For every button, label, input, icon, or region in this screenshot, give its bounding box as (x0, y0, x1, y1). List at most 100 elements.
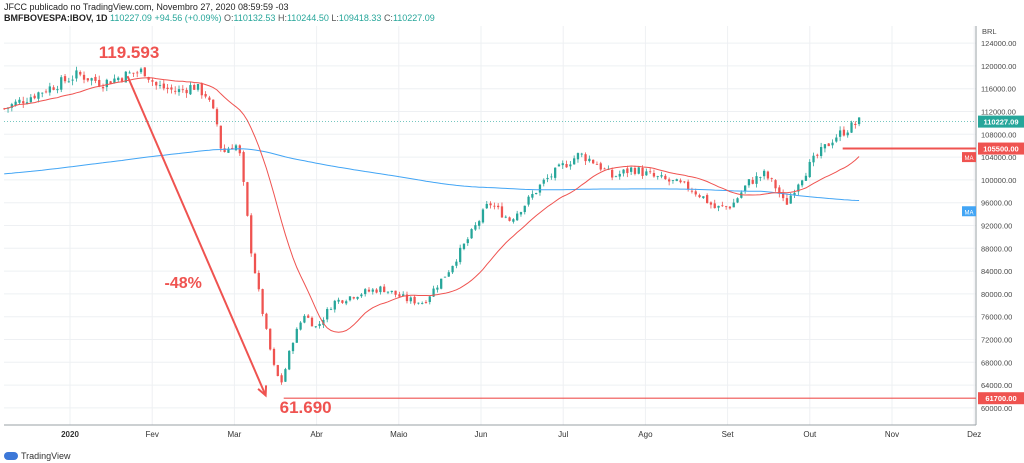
annotation-drop: -48% (165, 275, 202, 292)
candle-body (512, 219, 515, 222)
candle-body (196, 84, 200, 90)
candle-body (838, 130, 842, 137)
candle-body (736, 198, 739, 203)
candle-body (614, 176, 618, 178)
candle-body (493, 205, 496, 207)
candle-body (516, 213, 519, 221)
candle-body (690, 190, 694, 192)
candle-body (781, 192, 785, 199)
candle-body (573, 158, 576, 165)
candle-body (569, 164, 572, 167)
annotation-high: 119.593 (99, 43, 160, 62)
candle-body (485, 203, 488, 209)
x-tick-label: Fev (146, 430, 159, 439)
candle-body (702, 196, 705, 199)
candle-body (626, 168, 629, 174)
candle-body (793, 192, 796, 196)
level-badge-support (978, 392, 1024, 405)
level-badge-resistance (978, 142, 1024, 155)
ma-fast-label: MA (965, 156, 974, 162)
candle-body (208, 97, 211, 100)
candle-body (835, 137, 838, 142)
candle-body (455, 261, 458, 266)
level-label-support: 61700.00 (985, 394, 1016, 403)
candle-body (113, 78, 116, 83)
candle-body (470, 229, 473, 239)
candle-body (531, 193, 534, 198)
candle-body (246, 182, 249, 216)
candle-body (386, 291, 390, 293)
tradingview-logo-icon (4, 452, 18, 460)
y-tick-label: 72000.00 (981, 336, 1012, 345)
candle-body (500, 206, 504, 218)
candle-body (193, 84, 196, 90)
candle-body (200, 83, 203, 96)
y-tick-label: 116000.00 (981, 85, 1016, 94)
candle-body (101, 87, 105, 89)
y-tick-label: 80000.00 (981, 290, 1012, 299)
candle-body (766, 171, 770, 179)
candle-body (462, 243, 466, 250)
candle-body (857, 117, 861, 125)
x-tick-label: Dez (967, 430, 981, 439)
y-tick-label: 84000.00 (981, 267, 1012, 276)
candle-body (728, 206, 732, 209)
candle-body (360, 294, 363, 297)
candle-body (185, 89, 188, 94)
candle-body (474, 225, 477, 230)
x-tick-label: Abr (310, 430, 323, 439)
candle-body (819, 147, 823, 157)
candle-body (394, 290, 397, 295)
footer-brand: TradingView (21, 451, 71, 461)
candle-body (261, 289, 264, 314)
y-tick-label: 100000.00 (981, 176, 1016, 185)
symbol-info: BMFBOVESPA:IBOV, 1D 110227.09 +94.56 (+0… (4, 13, 435, 23)
candle-body (641, 167, 644, 176)
candle-body (675, 179, 678, 182)
candle-body (390, 290, 393, 292)
candle-body (804, 175, 808, 181)
candle-body (204, 93, 207, 97)
candle-body (14, 101, 17, 106)
candle-body (303, 315, 306, 323)
candle-body (611, 169, 614, 178)
candle-body (489, 203, 492, 206)
candle-body (276, 365, 279, 377)
candle-body (694, 191, 697, 195)
candle-body (314, 326, 317, 328)
candle-body (424, 302, 428, 304)
candle-body (584, 154, 587, 162)
candle-body (759, 177, 762, 178)
candle-body (86, 78, 89, 81)
candle-body (743, 185, 747, 192)
candle-body (41, 92, 44, 94)
candle-body (371, 289, 374, 292)
candle-body (10, 104, 13, 108)
candle-body (367, 289, 371, 292)
x-tick-label: Maio (390, 430, 408, 439)
y-tick-label: 88000.00 (981, 244, 1012, 253)
candle-body (257, 272, 260, 290)
candle-body (557, 164, 561, 167)
candle-body (649, 171, 652, 173)
candle-body (71, 79, 74, 81)
candle-body (755, 176, 758, 184)
currency-label: BRL (982, 27, 997, 36)
y-tick-label: 76000.00 (981, 313, 1012, 322)
candle-body (656, 176, 659, 178)
candle-body (850, 122, 853, 133)
candle-body (630, 167, 633, 172)
annotation-low: 61.690 (280, 398, 332, 417)
candle-body (265, 313, 268, 329)
candle-body (234, 145, 238, 151)
candle-body (170, 87, 173, 90)
candle-body (687, 181, 690, 190)
footer: TradingView (4, 451, 71, 461)
candle-body (797, 184, 800, 192)
ma-slow-line (4, 148, 860, 201)
candle-body (117, 77, 120, 81)
y-tick-label: 112000.00 (981, 108, 1016, 117)
candle-body (785, 198, 789, 205)
candle-body (413, 296, 416, 304)
